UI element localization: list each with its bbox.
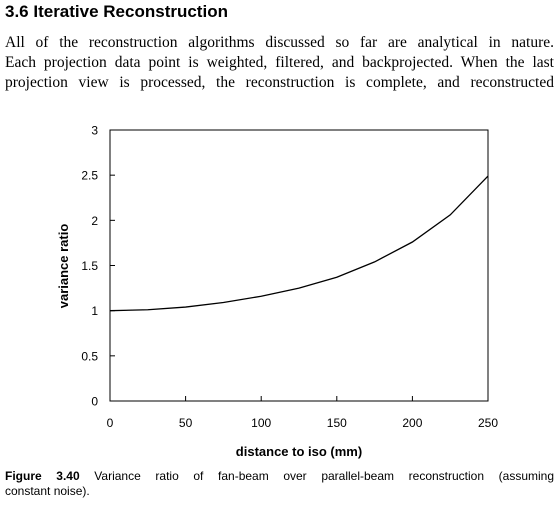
caption-line-1: Figure 3.40 Variance ratio of fan-beam o… [5,469,554,484]
x-tick-label: 0 [107,416,114,430]
x-axis-label: distance to iso (mm) [236,444,362,459]
y-tick-label: 3 [91,124,98,138]
y-axis-label: variance ratio [56,224,71,309]
x-tick-label: 200 [402,416,422,430]
x-axis-ticks: 0 50 100 150 200 250 [107,396,498,430]
x-tick-label: 150 [327,416,347,430]
caption-line-2: constant noise). [5,484,90,498]
paragraph-line: All of the reconstruction algorithms dis… [5,34,554,51]
y-axis-ticks: 0 0.5 1 1.5 2 2.5 3 [81,124,115,409]
x-tick-label: 250 [478,416,498,430]
y-tick-label: 0.5 [81,349,98,363]
paragraph-line: Each projection data point is weighted, … [5,54,554,71]
y-tick-label: 1.5 [81,259,98,273]
y-tick-label: 1 [91,304,98,318]
x-tick-label: 50 [179,416,193,430]
figure-label: Figure 3.40 [5,469,80,483]
plot-area [109,129,489,402]
y-tick-label: 2.5 [81,169,98,183]
series-line [109,175,489,312]
paragraph-line: projection view is processed, the recons… [5,74,554,91]
variance-ratio-chart: 0 0.5 1 1.5 2 2.5 3 0 50 100 150 200 250 distance t… [56,124,498,460]
figure-caption: Figure 3.40 Variance ratio of fan-beam o… [5,469,554,499]
body-paragraph: All of the reconstruction algorithms dis… [5,33,554,93]
x-tick-label: 100 [251,416,271,430]
y-tick-label: 0 [91,395,98,409]
y-tick-label: 2 [91,214,98,228]
caption-text: Variance ratio of fan-beam over parallel… [94,469,554,483]
section-heading: 3.6 Iterative Reconstruction [5,2,228,21]
